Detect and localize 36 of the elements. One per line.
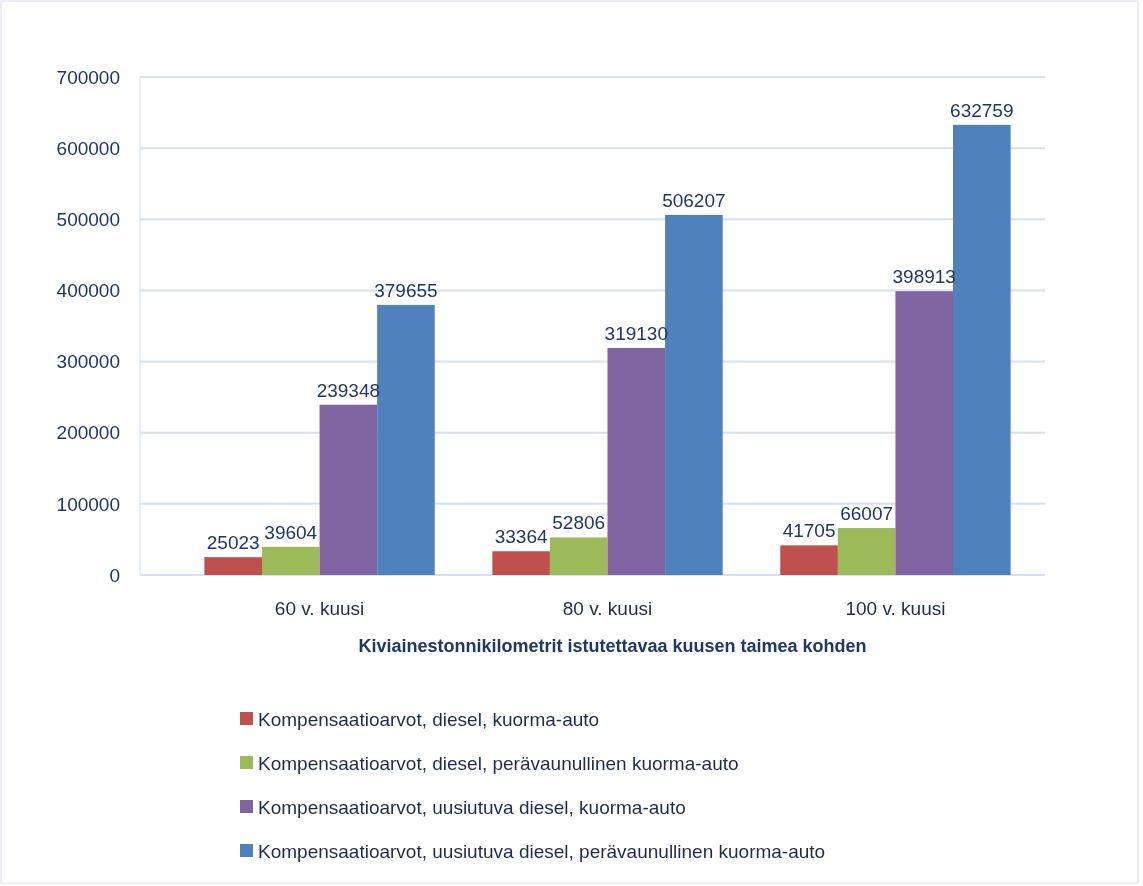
bar xyxy=(607,347,666,575)
bar xyxy=(953,124,1011,575)
data-label: 506207 xyxy=(662,189,726,211)
x-tick-label: 80 v. kuusi xyxy=(562,598,653,619)
legend-label: Kompensaatioarvot, diesel, perävaunullinen kuorma-auto xyxy=(258,752,739,774)
bar xyxy=(261,546,320,575)
data-label: 33364 xyxy=(494,526,548,548)
data-label: 25023 xyxy=(206,532,260,554)
bar xyxy=(549,537,608,575)
y-tick-label: 400000 xyxy=(56,280,120,302)
bar xyxy=(895,291,954,575)
data-label: 66007 xyxy=(840,503,894,525)
bar xyxy=(492,551,550,575)
data-label: 379655 xyxy=(374,279,438,301)
data-label: 39604 xyxy=(264,521,318,543)
y-tick-label: 200000 xyxy=(56,422,120,444)
bar xyxy=(837,528,896,575)
legend-label: Kompensaatioarvot, uusiutuva diesel, perävaunullinen kuorma-auto xyxy=(258,840,826,862)
bar xyxy=(319,404,378,575)
x-tick-label: 100 v. kuusi xyxy=(845,598,946,619)
y-tick-label: 600000 xyxy=(56,137,120,159)
data-label: 41705 xyxy=(782,520,836,542)
y-tick-label: 300000 xyxy=(56,351,120,373)
y-tick-label: 700000 xyxy=(56,66,120,88)
y-tick-label: 100000 xyxy=(56,493,120,515)
bar xyxy=(377,304,435,575)
bar xyxy=(204,557,262,575)
x-tick-label: 60 v. kuusi xyxy=(274,598,365,619)
legend-label: Kompensaatioarvot, uusiutuva diesel, kuorma-auto xyxy=(258,796,686,818)
data-label: 632759 xyxy=(950,99,1014,121)
bar xyxy=(780,545,838,575)
data-label: 52806 xyxy=(552,512,606,534)
legend-label: Kompensaatioarvot, diesel, kuorma-auto xyxy=(258,708,600,730)
x-axis-title: Kiviainestonnikilometrit istutettavaa kuusen taimea kohden xyxy=(358,636,867,656)
y-tick-label: 0 xyxy=(109,564,120,586)
y-tick-label: 500000 xyxy=(56,208,120,230)
